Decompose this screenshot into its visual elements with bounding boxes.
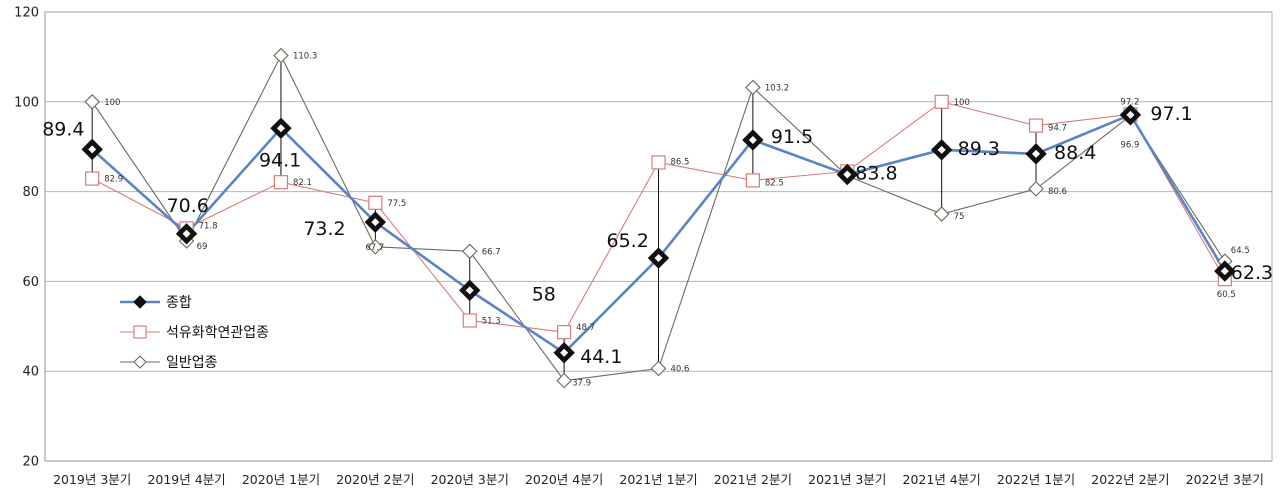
data-point-series-2 [745, 173, 760, 188]
x-tick-label: 2022년 2분기 [1091, 472, 1169, 487]
y-tick-label: 80 [22, 185, 39, 200]
data-label-series-3: 103.2 [765, 83, 789, 93]
data-label-series-1: 58 [532, 283, 556, 305]
data-point-series-2 [1028, 118, 1044, 133]
data-label-series-1: 91.5 [771, 126, 813, 148]
x-tick-label: 2022년 1분기 [997, 472, 1075, 487]
x-tick-label: 2020년 4분기 [525, 472, 603, 487]
data-point-series-2 [651, 155, 666, 170]
data-point-series-1-core [182, 229, 191, 238]
plot-border [44, 11, 1273, 462]
data-label-series-1: 83.8 [855, 163, 897, 185]
x-tick-label: 2019년 4분기 [147, 472, 225, 487]
y-tick-label: 120 [14, 6, 39, 21]
x-tick-label: 2021년 4분기 [903, 472, 981, 487]
data-point-series-2 [557, 325, 572, 340]
data-label-series-2: 100 [954, 98, 970, 108]
data-label-series-3: 64.5 [1231, 246, 1250, 256]
data-label-series-1: 65.2 [607, 230, 649, 252]
data-label-series-2: 51.3 [482, 316, 501, 326]
data-label-series-1: 94.1 [259, 149, 301, 171]
y-tick-label: 20 [22, 455, 39, 470]
data-label-series-3: 75 [954, 212, 965, 222]
data-point-series-1-core [1220, 267, 1229, 276]
x-tick-label: 2020년 3분기 [431, 472, 509, 487]
data-point-series-1-core [88, 145, 97, 154]
data-label-series-1: 44.1 [580, 346, 622, 368]
data-point-series-1-core [1126, 110, 1135, 119]
data-label-series-1: 62.3 [1231, 262, 1273, 284]
data-point-series-3 [650, 360, 667, 377]
data-label-series-2: 48.7 [576, 323, 595, 333]
data-label-series-3: 100 [104, 98, 120, 108]
data-label-series-2: 71.8 [199, 221, 218, 231]
data-label-series-1: 73.2 [303, 218, 345, 240]
data-label-series-3: 96.9 [1120, 141, 1139, 151]
data-point-series-3 [84, 94, 100, 110]
data-point-series-1-core [937, 145, 946, 154]
data-point-series-2 [85, 171, 100, 186]
data-label-series-2: 86.5 [671, 157, 690, 167]
data-point-series-3 [745, 79, 761, 96]
data-label-series-1: 89.4 [42, 118, 84, 140]
data-point-series-1-core [371, 218, 380, 227]
data-label-series-2: 82.1 [293, 178, 312, 188]
data-point-series-3 [1028, 181, 1044, 197]
y-tick-label: 40 [22, 365, 39, 380]
data-point-series-1-core [843, 170, 852, 179]
y-tick-label: 100 [14, 95, 39, 110]
data-label-series-3: 40.6 [671, 365, 690, 375]
x-tick-label: 2022년 3분기 [1186, 472, 1264, 487]
legend-label: 종합 [166, 295, 192, 311]
data-point-series-1-core [276, 124, 285, 133]
data-point-series-1-core [748, 135, 757, 144]
x-tick-label: 2020년 1분기 [242, 472, 320, 487]
x-tick-label: 2021년 2분기 [714, 472, 792, 487]
x-tick-label: 2020년 2분기 [336, 472, 414, 487]
legend-marker [133, 325, 147, 339]
legend-marker [133, 355, 147, 369]
data-label-series-1: 97.1 [1150, 103, 1192, 125]
data-label-series-3: 66.7 [482, 247, 501, 257]
data-point-series-2 [462, 313, 477, 328]
data-label-series-2: 94.7 [1048, 124, 1067, 134]
data-label-series-3: 69 [197, 242, 208, 252]
data-label-series-2: 82.9 [104, 175, 123, 185]
legend-label: 일반업종 [166, 355, 218, 371]
data-label-series-2: 77.5 [387, 199, 406, 209]
data-point-series-3 [933, 206, 950, 222]
legend-marker [133, 295, 147, 309]
data-point-series-2 [273, 175, 289, 190]
data-label-series-2: 60.5 [1217, 290, 1236, 300]
data-label-series-2: 97.2 [1120, 97, 1139, 107]
data-point-series-3 [367, 239, 384, 255]
x-tick-label: 2019년 3분기 [53, 472, 131, 487]
data-point-series-1-core [560, 348, 569, 357]
data-point-series-3 [556, 372, 572, 389]
data-label-series-2: 82.5 [765, 178, 784, 188]
data-point-series-1-core [465, 286, 474, 295]
data-point-series-1-core [654, 254, 663, 263]
data-label-series-3: 110.3 [293, 52, 317, 62]
data-point-series-2 [368, 195, 383, 210]
data-label-series-3: 80.6 [1048, 187, 1067, 197]
data-point-series-3 [273, 47, 289, 64]
data-point-series-3 [461, 243, 478, 260]
data-point-series-1-core [1032, 149, 1041, 158]
x-tick-label: 2021년 1분기 [619, 472, 697, 487]
data-label-series-1: 88.4 [1054, 142, 1096, 164]
y-tick-label: 60 [22, 275, 39, 290]
data-label-series-3: 37.9 [572, 379, 591, 389]
data-point-series-2 [934, 94, 949, 109]
x-tick-label: 2021년 3분기 [808, 472, 886, 487]
legend-label: 석유화학연관업종 [166, 325, 269, 341]
data-label-series-1: 70.6 [167, 195, 209, 217]
data-label-series-3: 67.7 [365, 243, 384, 253]
data-label-series-1: 89.3 [958, 138, 1000, 160]
